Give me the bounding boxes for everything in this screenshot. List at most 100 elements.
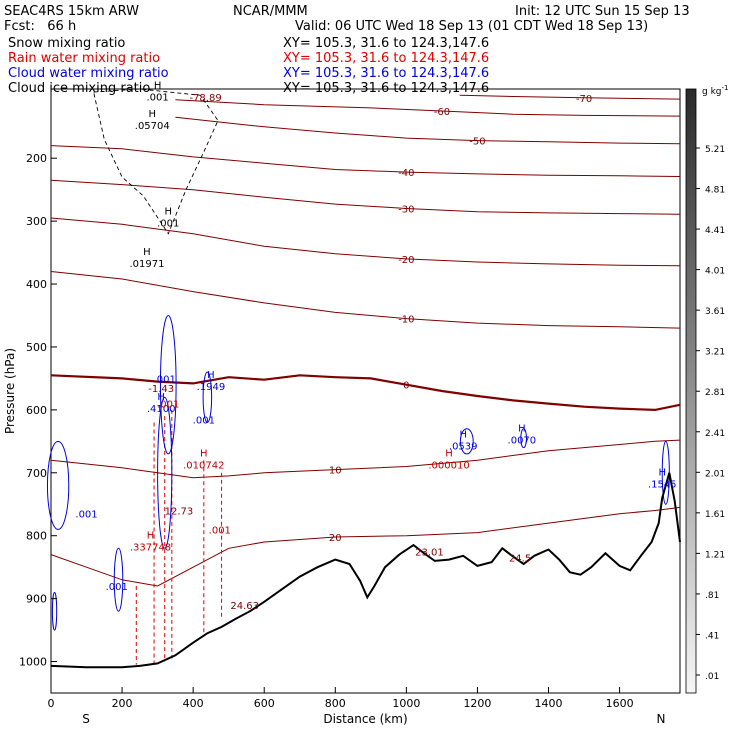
x-tick-label: 400: [183, 697, 204, 710]
field-label-snow: Snow mixing ratio: [8, 36, 126, 51]
max-marker: H: [149, 109, 157, 120]
x-tick-label: 1000: [392, 697, 420, 710]
colorbar-tick-label: 4.41: [705, 226, 725, 236]
valid-time: Valid: 06 UTC Wed 18 Sep 13 (01 CDT Wed …: [295, 19, 649, 34]
colorbar-tick-label: 2.41: [705, 429, 725, 439]
cloud-water-contour: [159, 315, 177, 455]
field-xy-cloudwater: XY= 105.3, 31.6 to 124.3,147.6: [283, 66, 490, 81]
model-name: SEAC4RS 15km ARW: [4, 4, 140, 19]
colorbar-tick-label: .01: [705, 672, 719, 682]
y-tick-label: 700: [26, 467, 47, 480]
terrain-surface: [50, 472, 681, 669]
contour-value-label: 24.5: [509, 554, 531, 565]
max-value-label: .0070: [508, 435, 537, 446]
temperature-contour-label: -60: [434, 107, 450, 118]
temperature-contour: [50, 217, 681, 267]
max-marker: H: [445, 449, 453, 460]
field-xy-snow: XY= 105.3, 31.6 to 124.3,147.6: [283, 36, 490, 51]
field-label-cloudwater: Cloud water mixing ratio: [8, 66, 169, 81]
contour-value-label: 24.63: [230, 601, 259, 612]
y-tick-label: 1000: [19, 656, 47, 669]
temperature-contour-label: 10: [329, 466, 342, 477]
north-end-label: N: [657, 712, 666, 726]
y-axis-label: Pressure (hPa): [3, 348, 17, 434]
colorbar-tick-label: 2.01: [705, 469, 725, 479]
max-marker: H: [518, 423, 526, 434]
max-marker: H: [165, 206, 173, 217]
max-marker: H: [459, 430, 467, 441]
x-tick-label: 0: [48, 697, 55, 710]
x-tick-label: 600: [254, 697, 275, 710]
axes: 0 200 400 600 800 1000 1200 1400 160020030040050…: [3, 152, 665, 726]
colorbar-tick-label: .41: [705, 631, 719, 641]
temperature-contour: [50, 179, 681, 215]
contour-value-label: .001: [75, 510, 97, 521]
colorbar-tick-label: 1.21: [705, 550, 725, 560]
max-value-label: .01971: [129, 259, 164, 270]
temperature-contour-label: -30: [398, 205, 414, 216]
x-tick-label: 1400: [535, 697, 563, 710]
max-marker: H: [200, 449, 208, 460]
south-end-label: S: [82, 712, 90, 726]
temperature-contour: [50, 374, 681, 412]
cloud-water-contour: [113, 547, 124, 612]
snow-shading: [139, 89, 179, 385]
temperature-contour: [50, 506, 681, 587]
contour-value-label: -78.89: [189, 93, 221, 104]
cloud-ice-contour: [93, 88, 219, 235]
x-tick-label: 1200: [463, 697, 491, 710]
max-value-label: .1949: [197, 382, 226, 393]
snow-column-fill: [139, 89, 179, 385]
temperature-contour-label: -40: [398, 168, 414, 179]
contour-value-label: .001: [209, 525, 231, 536]
x-tick-label: 800: [325, 697, 346, 710]
temperature-contour-label: -50: [469, 137, 485, 148]
x-tick-label: 200: [112, 697, 133, 710]
cloud-water-contour: [520, 428, 527, 449]
colorbar: [685, 88, 697, 694]
max-marker: H: [147, 530, 155, 541]
max-value-label: .1545: [648, 479, 677, 490]
colorbar-unit: g kg-1: [702, 84, 728, 97]
cloud-water-contour: [46, 440, 70, 530]
colorbar-tick-label: 3.61: [705, 307, 725, 317]
field-xy-rain: XY= 105.3, 31.6 to 124.3,147.6: [283, 51, 490, 66]
org-name: NCAR/MMM: [233, 4, 308, 19]
contour-value-label: .001: [154, 374, 176, 385]
maxima-labels: H.05704H.01971H.001H.001H.4100H.1949H.05…: [75, 80, 676, 611]
temperature-contour-label: -70: [576, 94, 592, 105]
temperature-contour-label: 0: [403, 381, 409, 392]
contour-value-label: .001: [157, 400, 179, 411]
forecast-hour: Fcst: 66 h: [4, 19, 77, 34]
field-label-rain: Rain water mixing ratio: [8, 51, 161, 66]
x-tick-label: 1600: [606, 697, 634, 710]
max-value-label: .4100: [147, 404, 176, 415]
temperature-contour: [175, 99, 681, 117]
max-value-label: .001: [157, 218, 179, 229]
cloud-water-contour: [51, 591, 58, 631]
y-tick-label: 400: [26, 278, 47, 291]
init-time: Init: 12 UTC Sun 15 Sep 13: [515, 4, 690, 19]
max-marker: H: [154, 80, 162, 91]
colorbar-tick-label: 4.01: [705, 267, 725, 277]
contour-value-label: .001: [106, 582, 128, 593]
terrain-line: [50, 472, 681, 669]
colorbar-ticks: 5.21 4.81 4.41 4.01 3.61 3.21 2.81 2.41 2.01 1.61…: [696, 145, 725, 682]
y-tick-label: 900: [26, 593, 47, 606]
max-value-label: .05704: [135, 121, 170, 132]
temperature-contours: -70 -60 -50 -40 -30 -20 -10 0 10 20: [50, 94, 681, 587]
cloud-water-contour: [202, 371, 213, 423]
temperature-contour: [175, 116, 681, 145]
max-value-label: .0539: [449, 442, 478, 453]
y-tick-label: 200: [26, 152, 47, 165]
y-tick-label: 500: [26, 341, 47, 354]
y-tick-label: 600: [26, 404, 47, 417]
colorbar-tick-label: .81: [705, 591, 719, 601]
temperature-contour: [50, 439, 681, 479]
max-value-label: .001: [146, 92, 168, 103]
temperature-contour: [50, 145, 681, 177]
colorbar-tick-label: 5.21: [705, 145, 725, 155]
colorbar-tick-label: 3.21: [705, 348, 725, 358]
temperature-contour: [50, 271, 681, 329]
